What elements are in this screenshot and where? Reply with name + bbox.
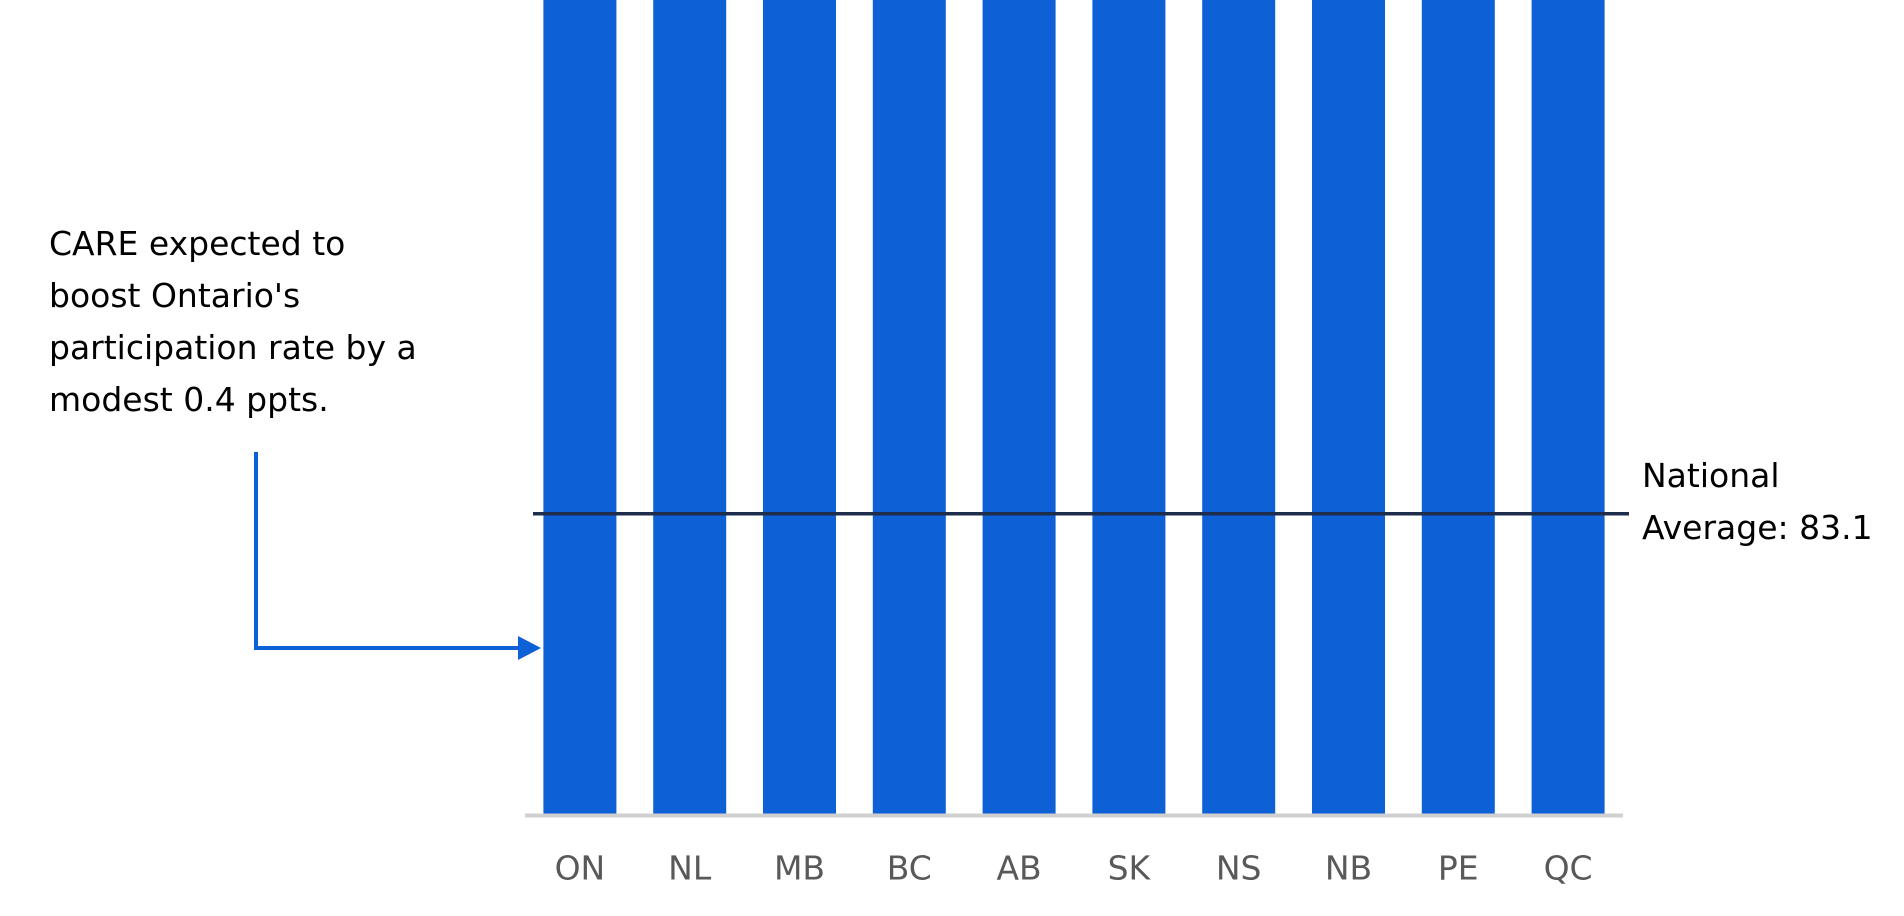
bar <box>982 0 1056 814</box>
annotation-arrow <box>254 452 522 650</box>
bar <box>1531 0 1605 815</box>
x-tick-label: ON <box>555 849 606 888</box>
bar <box>1421 0 1495 815</box>
x-tick-label: BC <box>887 849 932 888</box>
x-tick-label: NL <box>668 849 712 888</box>
annotation: CARE expected to boost Ontario's partici… <box>49 224 417 419</box>
reference-label: National Average: 83.1 <box>1642 456 1873 547</box>
bar <box>653 0 727 814</box>
bar <box>763 0 836 814</box>
bar <box>1092 0 1166 814</box>
bar <box>1312 0 1385 814</box>
x-tick-label: NS <box>1216 849 1262 888</box>
x-tick-label: QC <box>1544 849 1593 888</box>
x-tick-label: MB <box>774 849 825 888</box>
bar <box>1202 0 1276 814</box>
x-tick-label: AB <box>996 849 1041 888</box>
arrow-head <box>518 636 541 660</box>
bar <box>872 0 946 814</box>
x-tick-label: PE <box>1438 849 1479 888</box>
bar <box>543 0 617 814</box>
x-tick-label: SK <box>1108 849 1152 888</box>
x-tick-label: NB <box>1325 849 1372 888</box>
